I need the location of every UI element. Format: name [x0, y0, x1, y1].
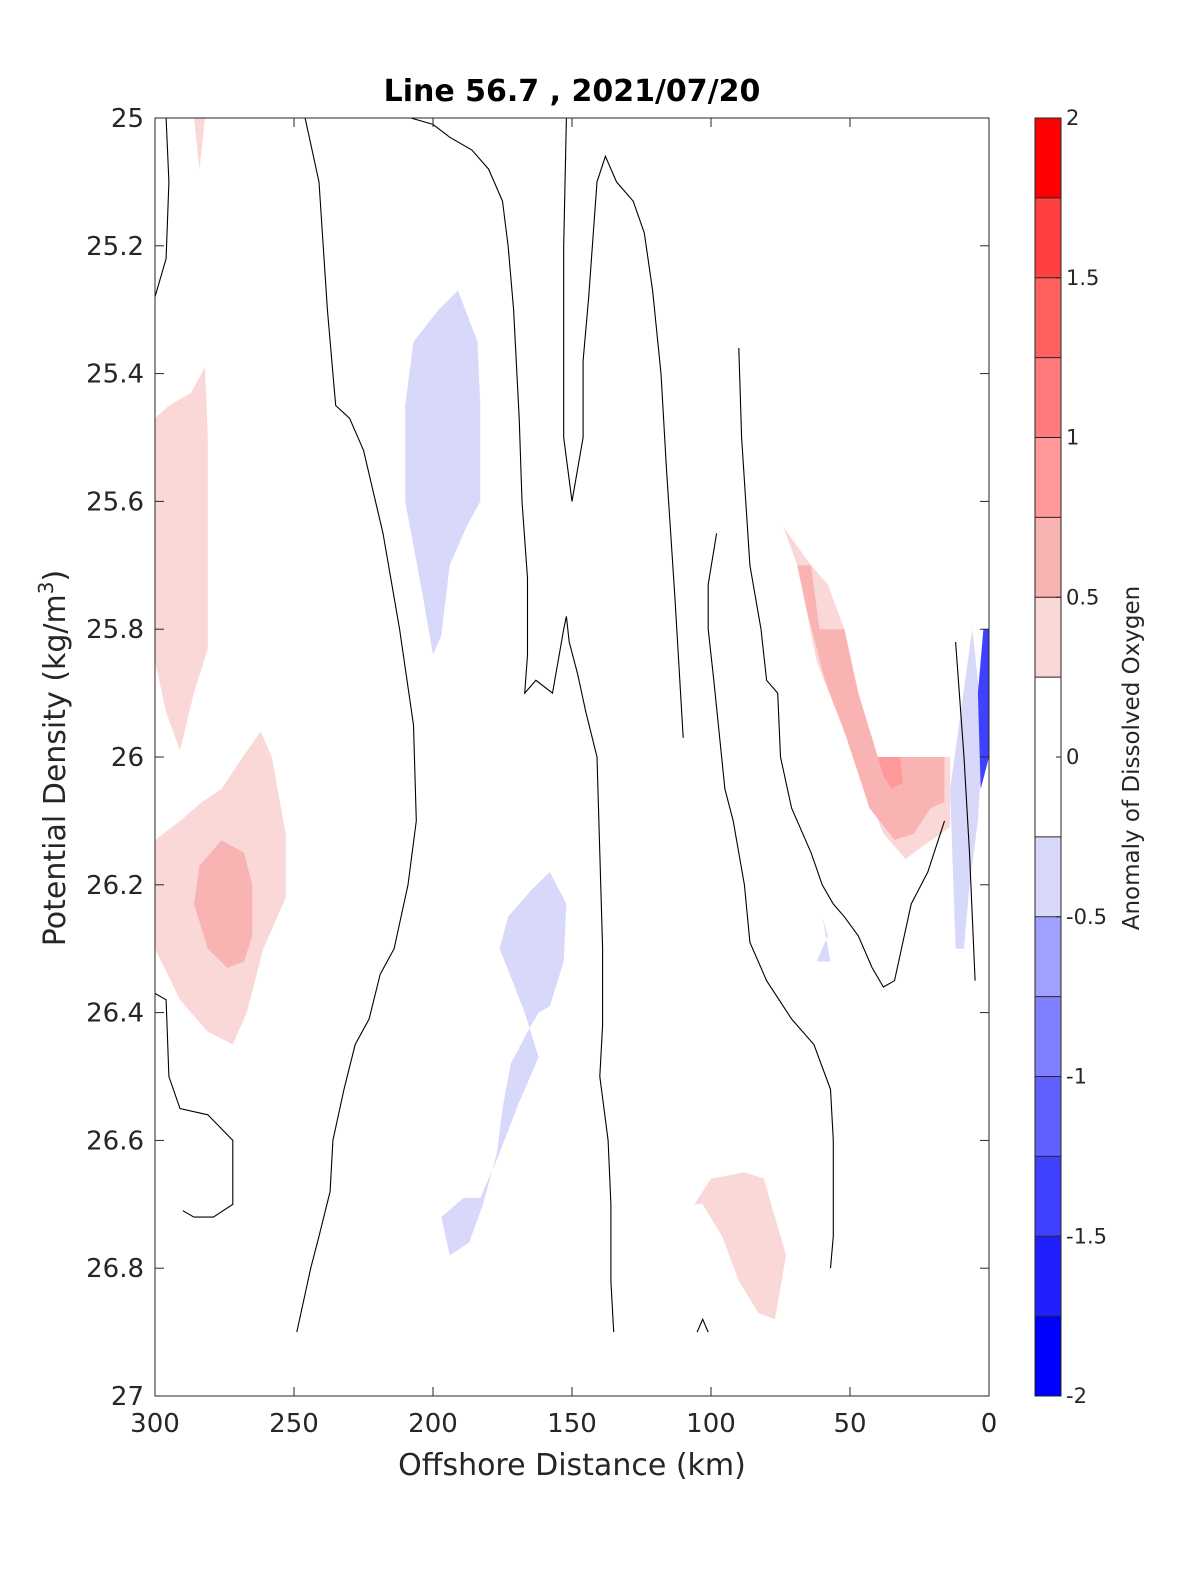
colorbar-label: Anomaly of Dissolved Oxygen [1119, 586, 1145, 931]
y-tick-label: 25.4 [86, 360, 144, 390]
filled-region-12 [950, 629, 984, 949]
colorbar-tick-label: 2 [1066, 106, 1079, 130]
x-tick-label: 300 [130, 1409, 180, 1439]
x-axis: 300 250 200 150 100 50 0 [130, 118, 997, 1439]
y-tick-label: 25 [111, 104, 144, 134]
contour-line-9 [955, 641, 976, 981]
colorbar-segment-2 [1035, 1236, 1061, 1317]
colorbar-segment-9 [1035, 597, 1061, 678]
colorbar-segment-13 [1035, 277, 1061, 359]
colorbar-tick-label: 0 [1066, 745, 1079, 769]
filled-region-1 [193, 118, 205, 170]
colorbar-segment-10 [1035, 517, 1061, 598]
colorbar: -2 -1.5 -1 -0.5 0 0.5 1 1.5 2 [1034, 106, 1107, 1408]
colorbar-segment-3 [1035, 1156, 1061, 1237]
y-tick-label: 26.4 [86, 999, 144, 1029]
y-tick-label: 25.2 [86, 232, 144, 262]
y-tick-label: 26 [111, 743, 144, 773]
y-tick-label: 26.6 [86, 1126, 144, 1156]
colorbar-segment-11 [1035, 437, 1061, 518]
contour-line-2 [155, 992, 234, 1218]
filled-region-9 [797, 565, 945, 841]
colorbar-segment-12 [1035, 357, 1061, 438]
y-axis: 25 25.2 25.4 25.6 25.8 26 26.2 26.4 26.6 26.8 27 [86, 104, 989, 1412]
colorbar-tick-label: -2 [1066, 1384, 1087, 1408]
colorbar-tick-label: 1.5 [1066, 266, 1099, 290]
x-tick-label: 250 [269, 1409, 319, 1439]
filled-region-13 [977, 629, 989, 789]
filled-region-10 [877, 757, 903, 789]
contour-line-7 [707, 533, 834, 1269]
colorbar-segment-7 [1035, 836, 1061, 918]
contour-line-4 [410, 118, 615, 1333]
filled-region-7 [694, 1172, 787, 1320]
colorbar-tick-label: 0.5 [1066, 585, 1099, 609]
filled-region-4 [193, 840, 253, 968]
filled-contour-regions [155, 118, 989, 1320]
colorbar-tick-label: -0.5 [1066, 905, 1107, 929]
x-tick-label: 50 [833, 1409, 866, 1439]
colorbar-segment-1 [1035, 1316, 1061, 1397]
x-tick-label: 100 [686, 1409, 736, 1439]
colorbar-tick-label: -1 [1066, 1065, 1087, 1089]
filled-region-5 [405, 290, 481, 655]
y-axis-label-close: ) [38, 570, 73, 582]
contour-lines [155, 118, 976, 1333]
colorbar-tick-label: 1 [1066, 426, 1079, 450]
x-tick-label: 150 [547, 1409, 597, 1439]
filled-region-2 [155, 367, 208, 751]
contour-line-5 [563, 118, 684, 738]
x-tick-label: 0 [981, 1409, 998, 1439]
y-axis-label-superscript: 3 [34, 581, 58, 594]
colorbar-segment-6 [1035, 916, 1061, 998]
filled-region-11 [816, 916, 831, 962]
x-axis-label: Offshore Distance (km) [398, 1448, 746, 1483]
colorbar-segment-5 [1035, 996, 1061, 1077]
y-tick-label: 25.6 [86, 487, 144, 517]
chart-title: Line 56.7 , 2021/07/20 [384, 74, 761, 109]
colorbar-segment-4 [1035, 1076, 1061, 1157]
y-tick-label: 26.2 [86, 871, 144, 901]
colorbar-tick-label: -1.5 [1066, 1224, 1107, 1248]
contour-line-1 [155, 118, 170, 298]
contour-line-3 [296, 118, 417, 1333]
filled-region-6 [441, 872, 567, 1256]
y-tick-label: 26.8 [86, 1254, 144, 1284]
contour-line-6 [738, 347, 946, 988]
y-tick-label: 25.8 [86, 615, 144, 645]
contour-line-8 [696, 1317, 709, 1333]
colorbar-segment-15 [1035, 118, 1061, 199]
colorbar-segment-14 [1035, 197, 1061, 279]
y-axis-label-main: Potential Density (kg/m [38, 594, 73, 946]
y-tick-label: 27 [111, 1382, 144, 1412]
y-axis-label: Potential Density (kg/m3) [34, 570, 73, 946]
x-tick-label: 200 [408, 1409, 458, 1439]
